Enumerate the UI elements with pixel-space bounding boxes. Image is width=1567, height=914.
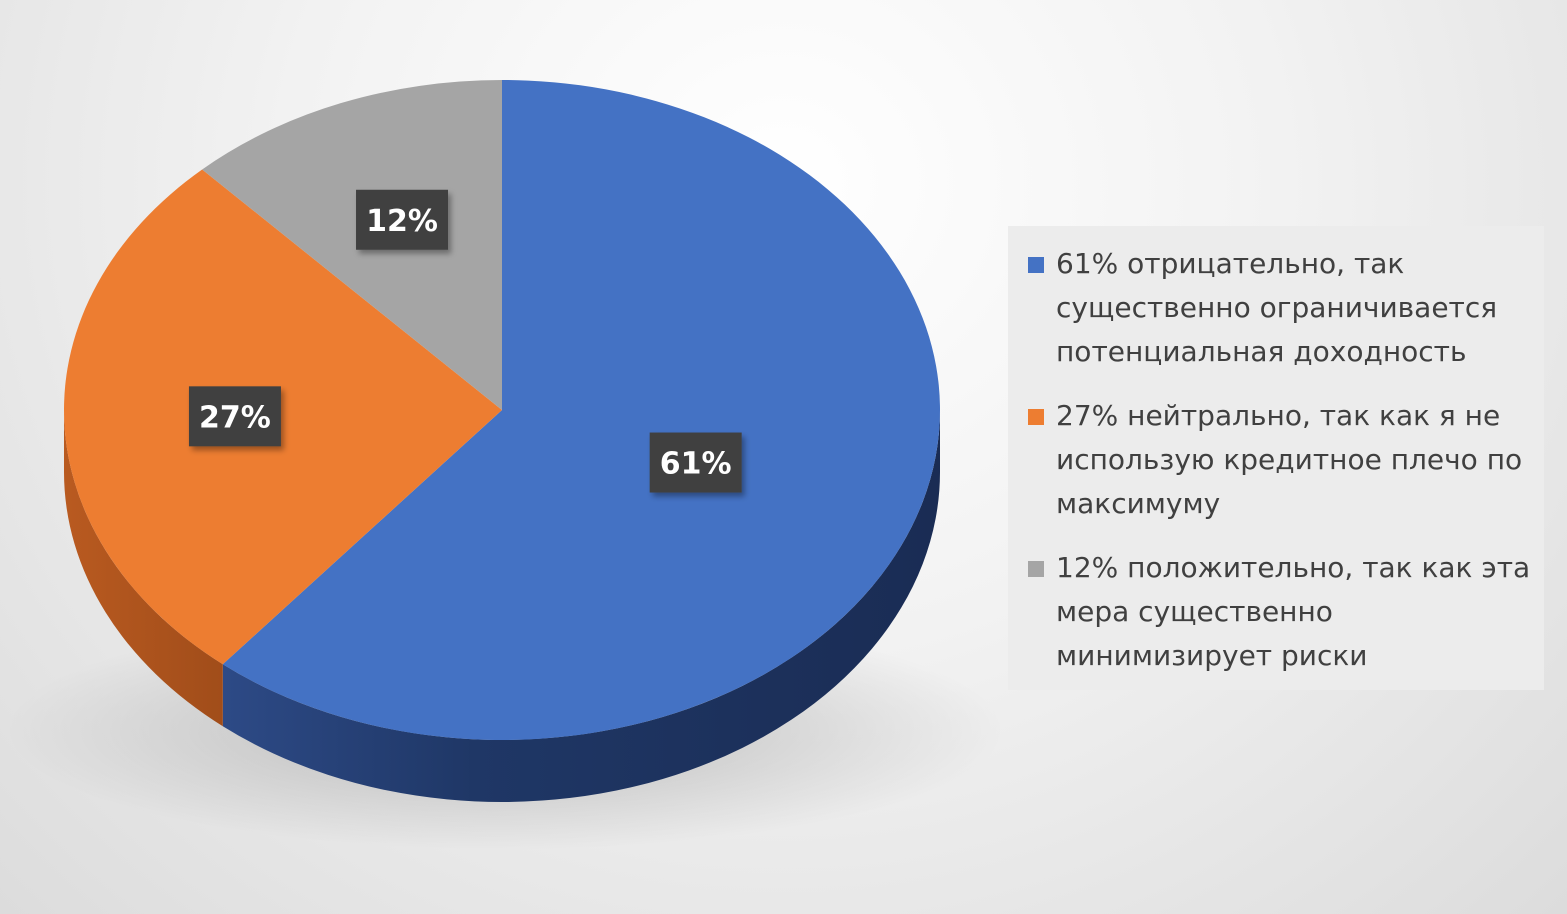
legend-swatch [1028,561,1044,577]
legend-swatch [1028,257,1044,273]
data-label-text: 27% [199,400,271,435]
legend-item-neutral: 27% нейтрально, так как я не использую к… [1028,394,1544,526]
legend-item-negative: 61% отрицательно, так существенно ограни… [1028,242,1544,374]
data-label-text: 61% [660,447,732,482]
data-label-box [188,386,281,447]
legend: 61% отрицательно, так существенно ограни… [1008,226,1544,690]
legend-swatch [1028,409,1044,425]
pie-slice-side-negative [222,410,940,802]
pie-slice-neutral [64,169,502,665]
legend-label: 12% положительно, так как эта мера сущес… [1056,551,1531,672]
data-label-text: 12% [366,204,438,239]
data-label-box [649,432,742,493]
pie-slice-side-neutral [63,410,223,727]
data-label-positive: 12% [356,189,449,250]
legend-item-positive: 12% положительно, так как эта мера сущес… [1028,546,1544,678]
legend-label: 27% нейтрально, так как я не использую к… [1056,399,1523,520]
legend-label: 61% отрицательно, так существенно ограни… [1056,247,1498,368]
data-label-box [356,189,449,250]
data-label-negative: 61% [649,432,742,493]
data-label-neutral: 27% [188,386,281,447]
pie-slice-positive [202,80,502,410]
pie-slice-negative [222,80,941,741]
